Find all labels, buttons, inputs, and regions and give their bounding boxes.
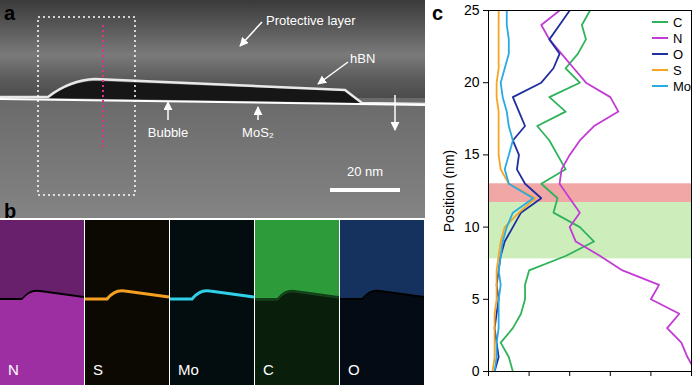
svg-text:Position (nm): Position (nm) [441,150,457,232]
svg-text:Protective layer: Protective layer [266,13,356,28]
svg-text:S: S [93,361,103,378]
svg-text:C: C [263,361,274,378]
svg-text:20 nm: 20 nm [347,164,383,179]
html-text:C: C [673,14,683,30]
svg-text:O: O [348,361,360,378]
html-text:c: c [432,2,444,24]
svg-text:20: 20 [464,74,480,90]
svg-text:10: 10 [464,219,480,235]
svg-text:25: 25 [464,2,480,18]
svg-text:Mo: Mo [178,361,199,378]
svg-text:Bubble: Bubble [148,125,188,140]
svg-text:15: 15 [464,146,480,162]
svg-text:hBN: hBN [350,51,375,66]
html-text:Mo: Mo [673,78,692,94]
html-text:a: a [4,2,16,24]
svg-text:MoS₂: MoS₂ [242,125,274,140]
html-text:b: b [4,200,17,222]
html-text:N: N [673,30,683,46]
svg-text:N: N [8,361,19,378]
svg-text:5: 5 [472,291,480,307]
svg-text:0: 0 [472,363,480,379]
html-text:S: S [673,62,682,78]
html-text:O: O [673,46,684,62]
